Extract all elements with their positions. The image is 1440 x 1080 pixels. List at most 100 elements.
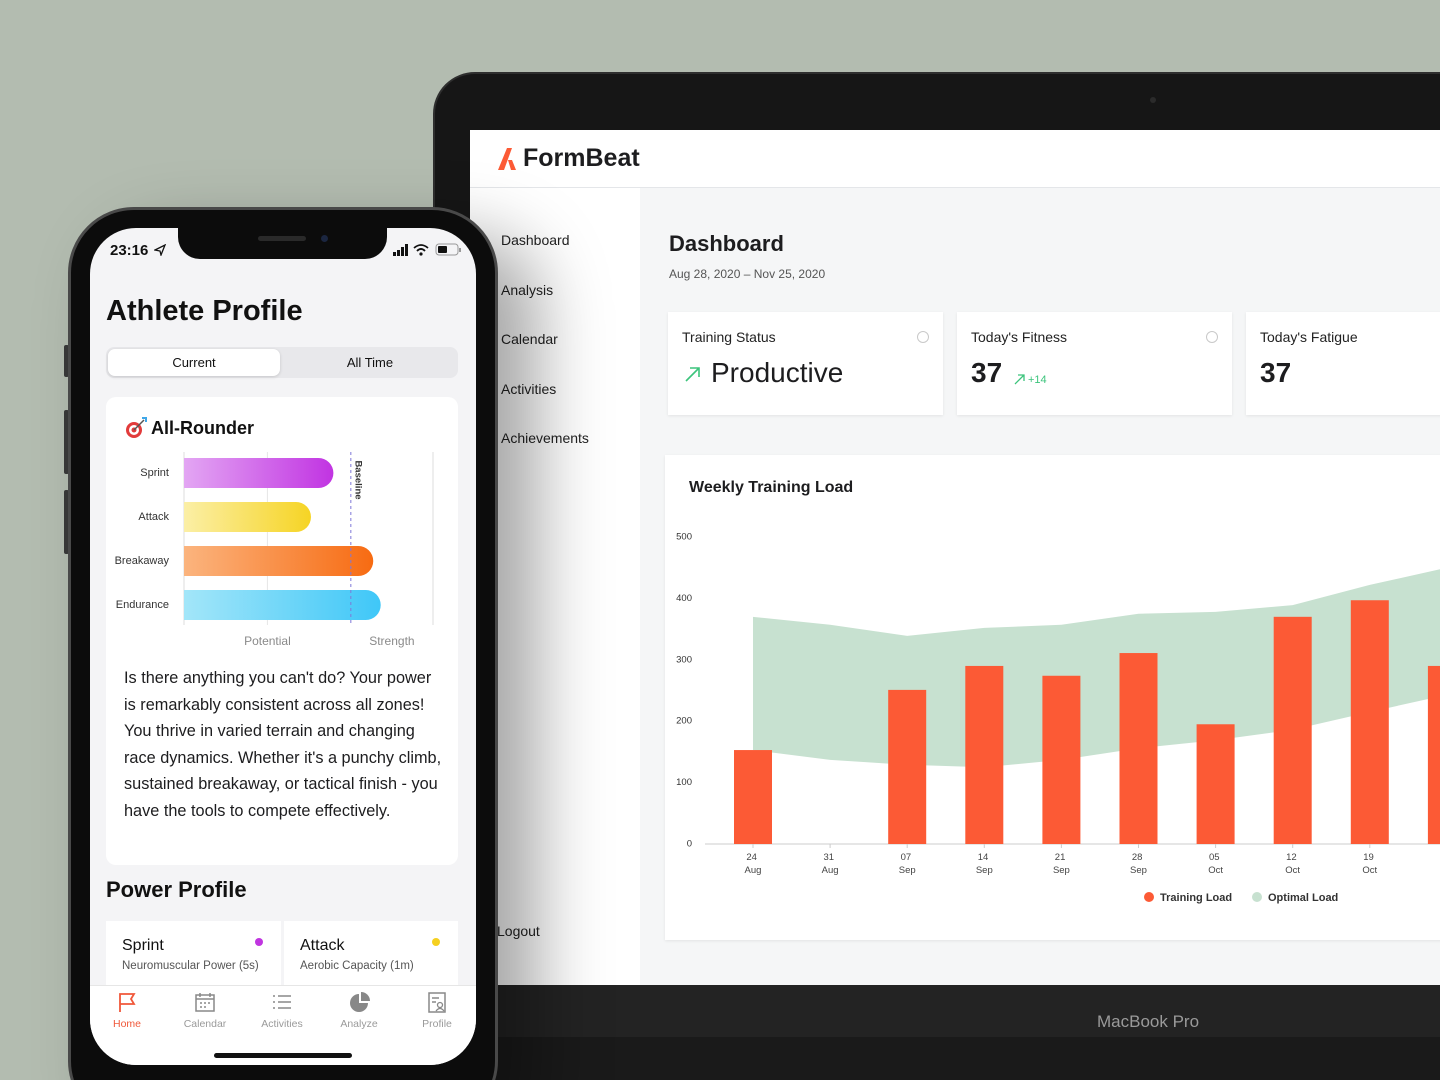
x-tick-label: 28 Sep xyxy=(1130,852,1147,876)
profile-card: Sprint Attack Breakaway Endurance Baseline Po… xyxy=(106,397,458,865)
x-tick-label: 05 Oct xyxy=(1208,852,1223,876)
logout[interactable]: Logout xyxy=(497,923,540,939)
info-icon[interactable] xyxy=(917,331,929,343)
tab-label: Activities xyxy=(261,1018,303,1030)
laptop-screen: FormBeat Dashboard Analysis Calendar Act… xyxy=(470,130,1440,985)
bar xyxy=(1119,653,1158,844)
y-tick-label: 200 xyxy=(676,716,692,727)
x-tick-label: 24 Aug xyxy=(745,852,762,876)
nav-item[interactable]: Analysis xyxy=(501,282,554,298)
category-label: Attack xyxy=(138,511,169,523)
bar xyxy=(184,458,334,488)
x-tick-label: 21 Sep xyxy=(1053,852,1070,876)
card-value: 37 xyxy=(1260,357,1292,388)
sidebar: Dashboard Analysis Calendar Activities A… xyxy=(470,188,640,985)
bar xyxy=(184,502,311,532)
tab[interactable]: Calendar xyxy=(170,986,240,1036)
region-label: Strength xyxy=(369,634,414,648)
card-value: 37 xyxy=(971,357,1003,388)
y-tick-label: 100 xyxy=(676,777,692,788)
y-tick-label: 300 xyxy=(676,654,692,665)
power-dot xyxy=(255,938,263,946)
nav-item[interactable]: Activities xyxy=(501,381,557,397)
tab[interactable]: Profile xyxy=(402,986,472,1036)
power-subtitle: Aerobic Capacity (1m) xyxy=(300,960,414,972)
legend-label: Training Load xyxy=(1160,892,1232,904)
baseline-label: Baseline xyxy=(352,460,363,499)
y-tick-label: 0 xyxy=(687,839,692,850)
x-tick-label: 14 Sep xyxy=(976,852,993,876)
status-icons xyxy=(393,243,461,256)
card-change: +14 xyxy=(1028,374,1047,386)
tab-icon xyxy=(273,995,291,1009)
fitness-card: Today's Fitness 37 +14 xyxy=(957,312,1232,415)
card-label: Today's Fatigue xyxy=(1260,329,1358,345)
bar xyxy=(734,750,772,844)
notch xyxy=(178,228,387,259)
bar xyxy=(184,546,374,576)
chart-title: Weekly Training Load xyxy=(689,479,854,496)
tab-icon xyxy=(428,992,446,1013)
card-value: Productive xyxy=(711,357,844,388)
legend-label: Optimal Load xyxy=(1268,892,1338,904)
tab[interactable]: Activities xyxy=(247,986,317,1036)
status-time: 23:16 xyxy=(110,242,149,259)
bar xyxy=(888,689,927,844)
bar xyxy=(1350,600,1389,844)
nav-item[interactable]: Dashboard xyxy=(501,232,570,248)
laptop-chin xyxy=(433,985,1440,1037)
y-tick-label: 500 xyxy=(676,532,692,543)
page-title: Dashboard xyxy=(669,231,784,256)
legend-swatch xyxy=(1252,892,1262,902)
trend-arrow xyxy=(1014,374,1025,385)
profile-title: All-Rounder xyxy=(151,418,254,438)
card-label: Today's Fitness xyxy=(971,329,1068,345)
phone-button xyxy=(64,410,69,474)
laptop-base xyxy=(433,1037,1440,1080)
front-camera xyxy=(321,235,328,242)
x-tick-label: 07 Sep xyxy=(899,852,916,876)
bar xyxy=(1273,616,1312,844)
power-dot xyxy=(432,938,440,946)
brand: FormBeat xyxy=(523,144,640,172)
trend-arrow xyxy=(685,367,700,382)
training-load-chart: 0 100 200 300 400 500 24 Aug 31 Aug 07 Sep 14 Sep… xyxy=(676,532,1440,904)
tab-icon xyxy=(195,993,215,1012)
power-title: Sprint xyxy=(122,937,164,954)
bar xyxy=(184,590,381,620)
phone-screen: 23:16 Athlete Profile Current All Time S… xyxy=(90,228,476,1065)
tab-bar: Home Calendar Activities Analyze Profile xyxy=(90,985,476,1065)
segmented-control: Current All Time xyxy=(106,347,458,378)
tab-label: Home xyxy=(112,1018,141,1030)
nav-item[interactable]: Calendar xyxy=(501,331,558,347)
tab-label: Analyze xyxy=(340,1018,378,1030)
camera xyxy=(1150,97,1156,103)
segment[interactable]: All Time xyxy=(346,355,394,370)
logo xyxy=(498,148,516,170)
bar xyxy=(1196,724,1235,844)
x-tick-label: 12 Oct xyxy=(1285,852,1300,876)
location-icon xyxy=(154,244,166,256)
chart-card: 0 100 200 300 400 500 24 Aug 31 Aug 07 Sep 14 Sep… xyxy=(665,455,1440,940)
card-label: Training Status xyxy=(682,329,776,345)
power-title: Attack xyxy=(300,937,345,954)
info-icon[interactable] xyxy=(1206,331,1218,343)
profile-description: Is there anything you can't do? Your pow… xyxy=(124,669,442,820)
bar xyxy=(965,665,1004,844)
home-indicator xyxy=(214,1053,352,1058)
segment[interactable]: Current xyxy=(172,355,216,370)
speaker xyxy=(258,236,306,241)
phone-button xyxy=(64,345,69,377)
phone-button xyxy=(64,490,69,554)
target-icon xyxy=(126,417,147,438)
tab[interactable]: Analyze xyxy=(324,986,394,1036)
tab-icon xyxy=(350,992,370,1012)
tab[interactable]: Home xyxy=(92,986,162,1036)
screen-title: Athlete Profile xyxy=(106,295,303,327)
x-tick-label: 19 Oct xyxy=(1362,852,1377,876)
date-range: Aug 28, 2020 – Nov 25, 2020 xyxy=(669,267,826,281)
region-label: Potential xyxy=(244,634,291,648)
fatigue-card: Today's Fatigue 37 xyxy=(1246,312,1440,415)
nav-item[interactable]: Achievements xyxy=(501,430,589,446)
